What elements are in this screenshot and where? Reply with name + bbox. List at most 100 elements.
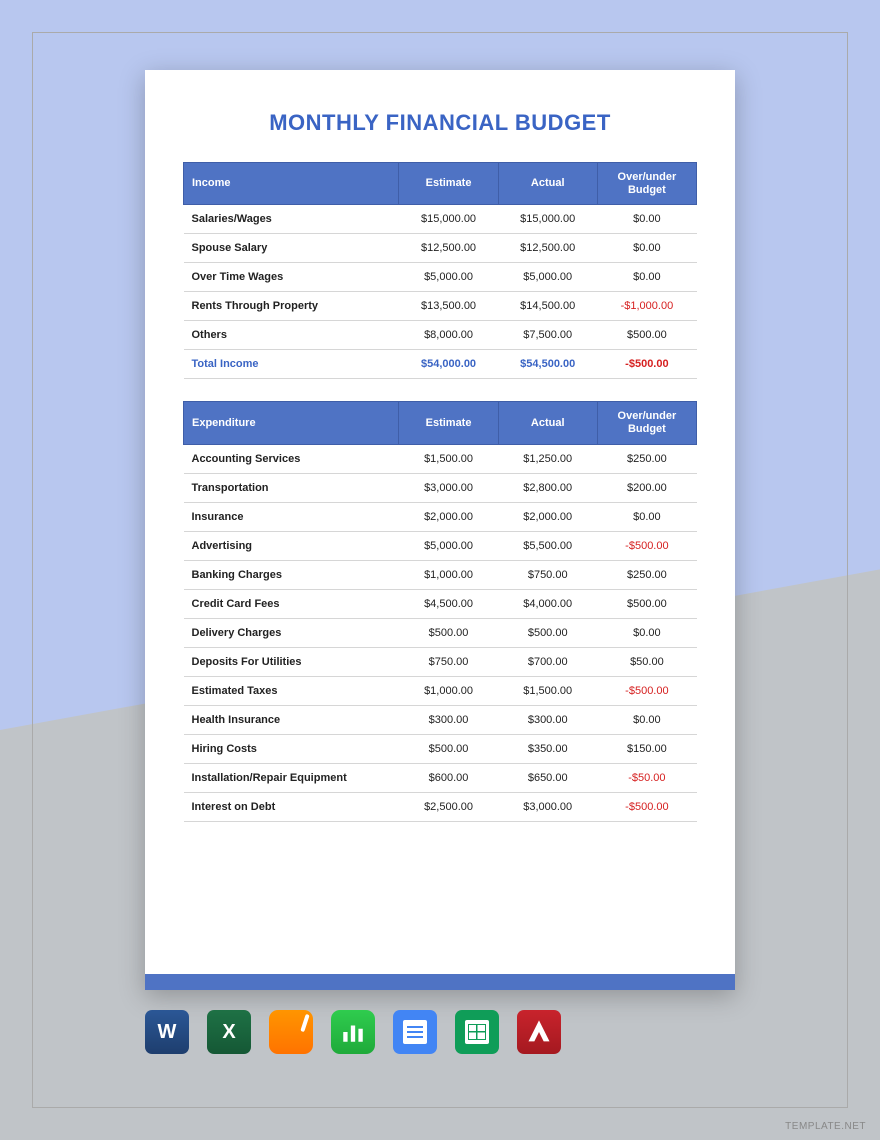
table-row: Delivery Charges$500.00$500.00$0.00 bbox=[184, 618, 697, 647]
pdf-icon[interactable] bbox=[517, 1010, 561, 1054]
row-diff: $250.00 bbox=[597, 560, 696, 589]
row-diff: -$500.00 bbox=[597, 676, 696, 705]
table-row: Hiring Costs$500.00$350.00$150.00 bbox=[184, 734, 697, 763]
row-diff: $0.00 bbox=[597, 618, 696, 647]
row-label: Deposits For Utilities bbox=[184, 647, 399, 676]
row-label: Credit Card Fees bbox=[184, 589, 399, 618]
numbers-icon[interactable] bbox=[331, 1010, 375, 1054]
row-diff: -$500.00 bbox=[597, 531, 696, 560]
table-row: Installation/Repair Equipment$600.00$650… bbox=[184, 763, 697, 792]
word-icon[interactable]: W bbox=[145, 1010, 189, 1054]
row-estimate: $5,000.00 bbox=[399, 531, 498, 560]
row-actual: $15,000.00 bbox=[498, 205, 597, 234]
row-label: Delivery Charges bbox=[184, 618, 399, 647]
row-actual: $7,500.00 bbox=[498, 321, 597, 350]
row-estimate: $3,000.00 bbox=[399, 473, 498, 502]
row-estimate: $12,500.00 bbox=[399, 234, 498, 263]
row-estimate: $8,000.00 bbox=[399, 321, 498, 350]
table-row: Estimated Taxes$1,000.00$1,500.00-$500.0… bbox=[184, 676, 697, 705]
row-diff: -$50.00 bbox=[597, 763, 696, 792]
row-label: Rents Through Property bbox=[184, 292, 399, 321]
table-row: Interest on Debt$2,500.00$3,000.00-$500.… bbox=[184, 792, 697, 821]
row-actual: $500.00 bbox=[498, 618, 597, 647]
total-actual: $54,500.00 bbox=[498, 350, 597, 379]
row-label: Spouse Salary bbox=[184, 234, 399, 263]
row-label: Hiring Costs bbox=[184, 734, 399, 763]
total-diff: -$500.00 bbox=[597, 350, 696, 379]
table-row: Insurance$2,000.00$2,000.00$0.00 bbox=[184, 502, 697, 531]
total-row: Total Income$54,000.00$54,500.00-$500.00 bbox=[184, 350, 697, 379]
row-estimate: $750.00 bbox=[399, 647, 498, 676]
table-row: Credit Card Fees$4,500.00$4,000.00$500.0… bbox=[184, 589, 697, 618]
row-estimate: $13,500.00 bbox=[399, 292, 498, 321]
table-row: Banking Charges$1,000.00$750.00$250.00 bbox=[184, 560, 697, 589]
expenditure-header-col3: Over/under Budget bbox=[597, 402, 696, 444]
page-footer-bar bbox=[145, 974, 735, 990]
row-actual: $3,000.00 bbox=[498, 792, 597, 821]
row-label: Interest on Debt bbox=[184, 792, 399, 821]
row-actual: $350.00 bbox=[498, 734, 597, 763]
app-icons-row: W X bbox=[145, 1010, 561, 1054]
page-title: MONTHLY FINANCIAL BUDGET bbox=[183, 110, 697, 136]
total-label: Total Income bbox=[184, 350, 399, 379]
row-label: Salaries/Wages bbox=[184, 205, 399, 234]
row-label: Others bbox=[184, 321, 399, 350]
row-label: Installation/Repair Equipment bbox=[184, 763, 399, 792]
table-row: Transportation$3,000.00$2,800.00$200.00 bbox=[184, 473, 697, 502]
row-diff: $0.00 bbox=[597, 502, 696, 531]
row-estimate: $1,000.00 bbox=[399, 560, 498, 589]
row-estimate: $4,500.00 bbox=[399, 589, 498, 618]
gdocs-icon[interactable] bbox=[393, 1010, 437, 1054]
row-estimate: $600.00 bbox=[399, 763, 498, 792]
row-diff: $200.00 bbox=[597, 473, 696, 502]
gsheets-icon[interactable] bbox=[455, 1010, 499, 1054]
table-row: Over Time Wages$5,000.00$5,000.00$0.00 bbox=[184, 263, 697, 292]
row-actual: $700.00 bbox=[498, 647, 597, 676]
income-header-col1: Estimate bbox=[399, 163, 498, 205]
watermark-text: TEMPLATE.NET bbox=[785, 1121, 866, 1132]
table-row: Deposits For Utilities$750.00$700.00$50.… bbox=[184, 647, 697, 676]
row-actual: $2,000.00 bbox=[498, 502, 597, 531]
row-diff: -$1,000.00 bbox=[597, 292, 696, 321]
row-label: Banking Charges bbox=[184, 560, 399, 589]
table-row: Spouse Salary$12,500.00$12,500.00$0.00 bbox=[184, 234, 697, 263]
row-actual: $5,000.00 bbox=[498, 263, 597, 292]
pages-icon[interactable] bbox=[269, 1010, 313, 1054]
row-actual: $1,500.00 bbox=[498, 676, 597, 705]
row-diff: $0.00 bbox=[597, 263, 696, 292]
row-estimate: $1,000.00 bbox=[399, 676, 498, 705]
row-diff: $0.00 bbox=[597, 705, 696, 734]
row-label: Over Time Wages bbox=[184, 263, 399, 292]
row-diff: $50.00 bbox=[597, 647, 696, 676]
row-estimate: $2,000.00 bbox=[399, 502, 498, 531]
row-label: Transportation bbox=[184, 473, 399, 502]
table-row: Salaries/Wages$15,000.00$15,000.00$0.00 bbox=[184, 205, 697, 234]
row-label: Accounting Services bbox=[184, 444, 399, 473]
table-row: Advertising$5,000.00$5,500.00-$500.00 bbox=[184, 531, 697, 560]
row-actual: $750.00 bbox=[498, 560, 597, 589]
row-actual: $2,800.00 bbox=[498, 473, 597, 502]
row-actual: $12,500.00 bbox=[498, 234, 597, 263]
table-row: Accounting Services$1,500.00$1,250.00$25… bbox=[184, 444, 697, 473]
row-diff: $500.00 bbox=[597, 321, 696, 350]
row-diff: $0.00 bbox=[597, 234, 696, 263]
expenditure-header-col2: Actual bbox=[498, 402, 597, 444]
document-page: MONTHLY FINANCIAL BUDGET Income Estimate… bbox=[145, 70, 735, 990]
expenditure-header-row: Expenditure Estimate Actual Over/under B… bbox=[184, 402, 697, 444]
row-estimate: $1,500.00 bbox=[399, 444, 498, 473]
row-label: Health Insurance bbox=[184, 705, 399, 734]
row-actual: $300.00 bbox=[498, 705, 597, 734]
table-row: Health Insurance$300.00$300.00$0.00 bbox=[184, 705, 697, 734]
row-estimate: $300.00 bbox=[399, 705, 498, 734]
row-diff: -$500.00 bbox=[597, 792, 696, 821]
row-actual: $650.00 bbox=[498, 763, 597, 792]
row-actual: $14,500.00 bbox=[498, 292, 597, 321]
expenditure-header-col1: Estimate bbox=[399, 402, 498, 444]
income-table: Income Estimate Actual Over/under Budget… bbox=[183, 162, 697, 379]
excel-icon[interactable]: X bbox=[207, 1010, 251, 1054]
row-estimate: $2,500.00 bbox=[399, 792, 498, 821]
row-label: Advertising bbox=[184, 531, 399, 560]
income-header-col2: Actual bbox=[498, 163, 597, 205]
row-diff: $500.00 bbox=[597, 589, 696, 618]
table-row: Others$8,000.00$7,500.00$500.00 bbox=[184, 321, 697, 350]
